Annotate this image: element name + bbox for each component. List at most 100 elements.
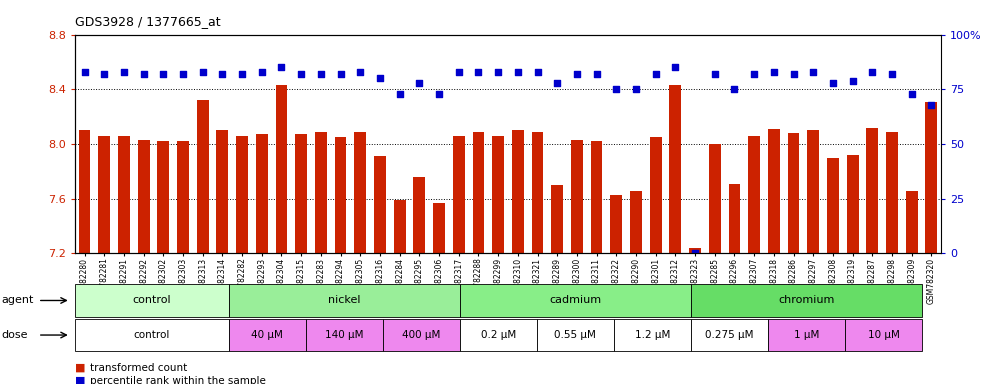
Bar — [256, 134, 268, 253]
Text: cadmium: cadmium — [549, 295, 602, 306]
Text: 1.2 μM: 1.2 μM — [634, 330, 670, 340]
Point — [903, 91, 919, 97]
Text: 1 μM: 1 μM — [794, 330, 819, 340]
Bar — [532, 132, 544, 253]
Point — [234, 71, 250, 77]
Point — [97, 71, 113, 77]
Point — [293, 71, 309, 77]
Point — [786, 71, 802, 77]
Point — [687, 250, 703, 257]
Bar — [591, 141, 603, 253]
Point — [510, 69, 526, 75]
Bar — [433, 203, 445, 253]
Bar — [492, 136, 504, 253]
Point — [805, 69, 821, 75]
Point — [530, 69, 546, 75]
Text: percentile rank within the sample: percentile rank within the sample — [90, 376, 266, 384]
Text: control: control — [133, 330, 170, 340]
Point — [451, 69, 467, 75]
Bar — [571, 140, 583, 253]
Text: 0.55 μM: 0.55 μM — [555, 330, 597, 340]
Bar — [788, 133, 800, 253]
Point — [923, 101, 939, 108]
Text: ■: ■ — [75, 363, 86, 373]
Point — [766, 69, 782, 75]
Point — [411, 79, 427, 86]
Point — [214, 71, 230, 77]
Bar — [827, 158, 839, 253]
Bar — [393, 200, 405, 253]
Text: nickel: nickel — [328, 295, 361, 306]
Bar — [177, 141, 189, 253]
Bar — [847, 155, 859, 253]
Point — [372, 75, 387, 81]
Text: dose: dose — [1, 330, 28, 340]
Bar — [709, 144, 721, 253]
Point — [431, 91, 447, 97]
Bar — [335, 137, 347, 253]
Text: 140 μM: 140 μM — [325, 330, 364, 340]
Point — [589, 71, 605, 77]
Bar — [197, 100, 208, 253]
Bar — [472, 132, 484, 253]
Bar — [925, 102, 937, 253]
Bar — [905, 190, 917, 253]
Point — [274, 65, 290, 71]
Point — [135, 71, 151, 77]
Point — [825, 79, 841, 86]
Bar — [748, 136, 760, 253]
Bar — [689, 248, 701, 253]
Point — [569, 71, 585, 77]
Text: 0.275 μM: 0.275 μM — [705, 330, 754, 340]
Bar — [315, 132, 327, 253]
Bar — [99, 136, 111, 253]
Point — [884, 71, 900, 77]
Point — [726, 86, 742, 92]
Bar — [649, 137, 661, 253]
Bar — [374, 156, 385, 253]
Bar — [236, 136, 248, 253]
Bar — [768, 129, 780, 253]
Point — [609, 86, 624, 92]
Point — [628, 86, 644, 92]
Bar — [355, 132, 367, 253]
Point — [333, 71, 349, 77]
Point — [667, 65, 683, 71]
Bar — [630, 190, 641, 253]
Bar — [669, 85, 681, 253]
Text: 40 μM: 40 μM — [251, 330, 283, 340]
Point — [353, 69, 369, 75]
Point — [175, 71, 191, 77]
Text: agent: agent — [1, 295, 34, 306]
Text: ■: ■ — [75, 376, 86, 384]
Point — [116, 69, 131, 75]
Text: GDS3928 / 1377665_at: GDS3928 / 1377665_at — [75, 15, 220, 28]
Bar — [512, 130, 524, 253]
Text: chromium: chromium — [778, 295, 835, 306]
Text: 0.2 μM: 0.2 μM — [481, 330, 516, 340]
Bar — [295, 134, 307, 253]
Text: 10 μM: 10 μM — [868, 330, 899, 340]
Bar — [157, 141, 169, 253]
Text: transformed count: transformed count — [90, 363, 187, 373]
Bar — [79, 130, 91, 253]
Text: control: control — [132, 295, 171, 306]
Bar — [216, 130, 228, 253]
Bar — [886, 132, 897, 253]
Point — [77, 69, 93, 75]
Bar — [276, 85, 288, 253]
Point — [391, 91, 407, 97]
Point — [470, 69, 486, 75]
Bar — [118, 136, 129, 253]
Bar — [611, 195, 622, 253]
Point — [313, 71, 329, 77]
Bar — [728, 184, 740, 253]
Point — [845, 78, 861, 84]
Point — [746, 71, 762, 77]
Point — [490, 69, 506, 75]
Text: 400 μM: 400 μM — [402, 330, 440, 340]
Point — [195, 69, 211, 75]
Bar — [453, 136, 464, 253]
Point — [549, 79, 565, 86]
Bar — [413, 177, 425, 253]
